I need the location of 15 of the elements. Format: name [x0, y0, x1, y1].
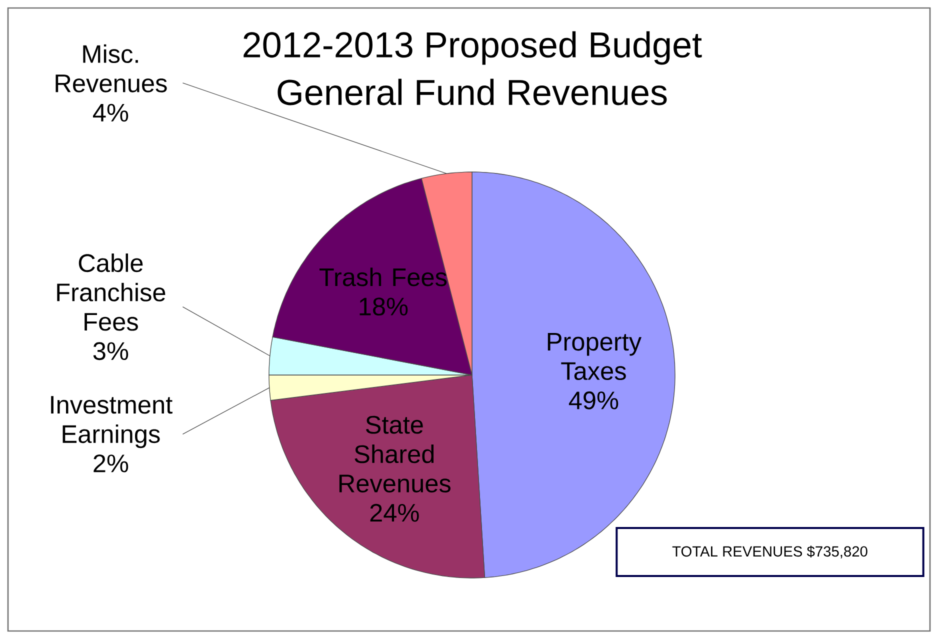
slice-label: Cable Franchise Fees [57, 253, 166, 331]
text: General Fund Revenues [278, 78, 667, 106]
slice-label: Trash Fees [319, 268, 447, 286]
data-label: 3% [93, 342, 128, 360]
data-label: 18% [360, 298, 408, 316]
data-label: 49% [568, 391, 618, 410]
slice-label: Investment Earnings [51, 396, 172, 448]
slice-label: Property Taxes [548, 333, 642, 380]
data-label: 24% [370, 504, 419, 522]
slice-label: State Shared Revenues [339, 416, 450, 492]
slice-label: Misc. Revenues [56, 44, 167, 92]
data-label: 2% [94, 454, 128, 472]
text: TOTAL REVENUES $735,820 [672, 546, 868, 558]
data-label: 4% [92, 104, 128, 122]
chart-title: 2012-2013 Proposed Budget [244, 31, 702, 65]
